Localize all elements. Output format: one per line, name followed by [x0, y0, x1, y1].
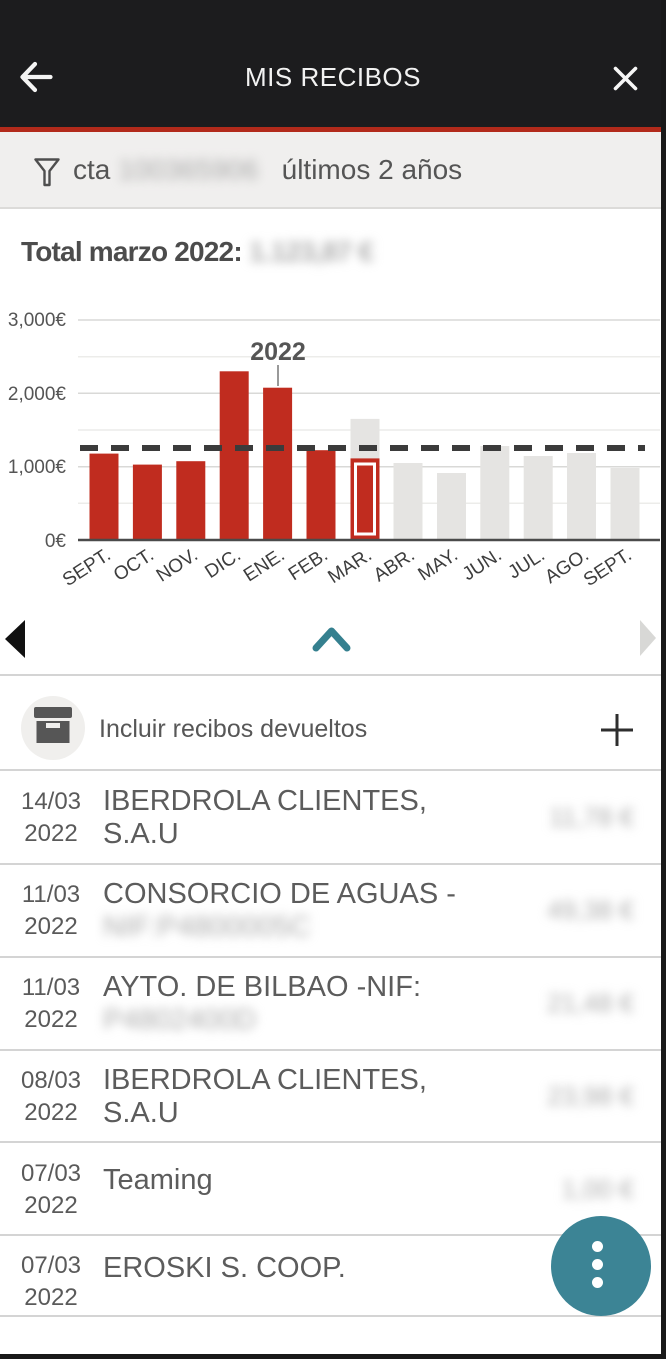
svg-text:NOV.: NOV.: [153, 545, 202, 587]
svg-text:OCT.: OCT.: [110, 545, 158, 586]
svg-text:ABR.: ABR.: [370, 545, 419, 587]
svg-text:DIC.: DIC.: [201, 545, 244, 583]
svg-text:1,000€: 1,000€: [8, 457, 67, 478]
svg-text:ENE.: ENE.: [240, 545, 289, 587]
svg-text:MAY.: MAY.: [415, 545, 462, 586]
svg-text:2,000€: 2,000€: [8, 384, 67, 405]
svg-text:MAR.: MAR.: [324, 545, 375, 588]
svg-text:JUL.: JUL.: [505, 545, 549, 584]
svg-text:SEPT.: SEPT.: [59, 545, 115, 591]
svg-text:SEPT.: SEPT.: [580, 545, 636, 591]
svg-text:2022: 2022: [250, 338, 306, 366]
svg-text:FEB.: FEB.: [285, 545, 332, 586]
svg-text:0€: 0€: [45, 531, 67, 552]
svg-text:JUN.: JUN.: [459, 545, 506, 586]
svg-text:3,000€: 3,000€: [8, 310, 67, 331]
